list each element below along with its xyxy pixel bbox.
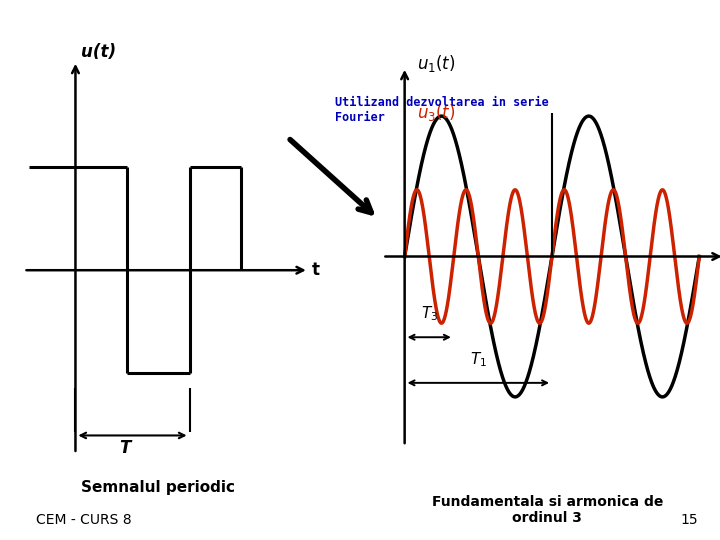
Text: t: t	[311, 261, 320, 279]
Text: $\mathbf{\mathit{u_1(t)}}$: $\mathbf{\mathit{u_1(t)}}$	[418, 53, 456, 74]
Text: $\mathbf{\mathit{u_3(t)}}$: $\mathbf{\mathit{u_3(t)}}$	[418, 102, 456, 123]
Text: $T_1$: $T_1$	[469, 350, 487, 369]
Text: Utilizand dezvoltarea in serie
Fourier: Utilizand dezvoltarea in serie Fourier	[335, 96, 549, 124]
Text: T: T	[119, 439, 130, 457]
Text: $T_3$: $T_3$	[420, 305, 438, 323]
Text: Fundamentala si armonica de
ordinul 3: Fundamentala si armonica de ordinul 3	[431, 495, 663, 525]
Text: 15: 15	[681, 512, 698, 526]
Text: Semnalul periodic: Semnalul periodic	[81, 480, 235, 495]
Text: CEM - CURS 8: CEM - CURS 8	[36, 512, 132, 526]
Text: u(t): u(t)	[81, 43, 116, 61]
